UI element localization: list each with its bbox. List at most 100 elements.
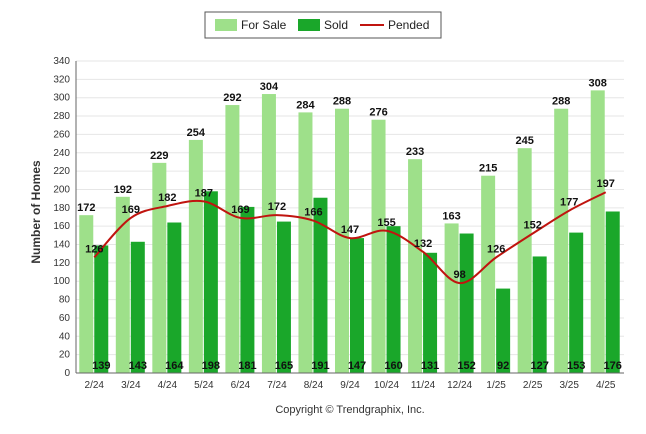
bar-for-sale — [79, 215, 94, 373]
x-tick-label: 9/24 — [340, 380, 360, 391]
pended-line-group — [93, 191, 607, 285]
label-pended: 132 — [414, 238, 432, 250]
label-for-sale: 233 — [406, 146, 424, 158]
label-pended: 152 — [523, 220, 541, 232]
y-tick-label: 0 — [64, 368, 70, 379]
label-pended: 177 — [560, 197, 578, 209]
bar-sold — [569, 232, 584, 373]
bar-for-sale — [444, 223, 459, 373]
label-for-sale: 192 — [114, 184, 132, 196]
label-for-sale: 292 — [223, 92, 241, 104]
label-pended: 172 — [268, 201, 286, 213]
x-tick-label: 2/25 — [523, 380, 543, 391]
label-for-sale: 163 — [442, 210, 460, 222]
bar-for-sale — [298, 112, 313, 373]
y-tick-label: 340 — [53, 56, 70, 67]
label-sold: 139 — [92, 360, 110, 372]
label-pended: 197 — [597, 178, 615, 190]
label-for-sale: 245 — [515, 135, 533, 147]
legend-label-pended: Pended — [388, 18, 429, 32]
y-tick-label: 40 — [59, 331, 71, 342]
bar-for-sale — [590, 90, 605, 373]
bar-for-sale — [152, 162, 167, 373]
data-labels: 172 139 192 143 229 164 254 198 292 181 304 165 284 1… — [77, 77, 622, 372]
x-tick-label: 3/25 — [559, 380, 579, 391]
copyright-footer: Copyright © Trendgraphix, Inc. — [275, 404, 424, 416]
bar-sold — [130, 241, 145, 373]
legend-swatch-for-sale — [215, 19, 237, 31]
bars — [79, 90, 620, 374]
label-for-sale: 172 — [77, 202, 95, 214]
y-tick-label: 300 — [53, 93, 70, 104]
y-tick-label: 260 — [53, 129, 70, 140]
label-sold: 160 — [384, 360, 402, 372]
y-tick-label: 140 — [53, 240, 70, 251]
bar-sold — [423, 252, 438, 373]
y-tick-label: 220 — [53, 166, 70, 177]
bar-for-sale — [408, 159, 423, 373]
label-sold: 164 — [165, 360, 184, 372]
bar-for-sale — [225, 105, 240, 373]
y-tick-label: 160 — [53, 221, 70, 232]
y-axis-title: Number of Homes — [29, 160, 43, 264]
label-sold: 152 — [457, 360, 475, 372]
bar-for-sale — [188, 139, 203, 373]
x-tick-label: 12/24 — [447, 380, 472, 391]
x-tick-label: 5/24 — [194, 380, 214, 391]
label-for-sale: 304 — [260, 81, 279, 93]
y-tick-label: 120 — [53, 258, 70, 269]
label-sold: 176 — [604, 360, 622, 372]
label-sold: 198 — [202, 360, 220, 372]
x-tick-label: 2/24 — [85, 380, 105, 391]
label-pended: 169 — [122, 204, 140, 216]
bar-for-sale — [481, 175, 496, 373]
y-tick-label: 100 — [53, 276, 70, 287]
pended-line — [93, 191, 607, 285]
y-tick-label: 80 — [59, 295, 71, 306]
label-sold: 143 — [129, 360, 147, 372]
bar-sold — [167, 222, 182, 373]
label-pended: 182 — [158, 192, 176, 204]
y-tick-label: 20 — [59, 350, 71, 361]
bar-sold — [203, 191, 218, 373]
bar-for-sale — [115, 196, 130, 373]
y-tick-label: 280 — [53, 111, 70, 122]
x-tick-label: 4/25 — [596, 380, 616, 391]
x-tick-label: 6/24 — [231, 380, 251, 391]
label-pended: 169 — [231, 204, 249, 216]
bar-sold — [605, 211, 620, 373]
x-tick-label: 8/24 — [304, 380, 324, 391]
legend: For Sale Sold Pended — [204, 11, 442, 39]
bar-sold — [532, 256, 547, 373]
label-sold: 131 — [421, 360, 439, 372]
bar-sold — [94, 245, 109, 373]
label-pended: 155 — [377, 217, 395, 229]
label-for-sale: 229 — [150, 150, 168, 162]
bar-for-sale — [517, 148, 532, 373]
legend-label-sold: Sold — [324, 18, 348, 32]
label-pended: 166 — [304, 207, 322, 219]
label-for-sale: 288 — [552, 96, 570, 108]
x-tick-label: 10/24 — [374, 380, 399, 391]
bar-for-sale — [554, 108, 569, 373]
x-tick-label: 3/24 — [121, 380, 141, 391]
bar-sold — [276, 221, 291, 373]
y-tick-label: 320 — [53, 74, 70, 85]
label-pended: 187 — [195, 187, 213, 199]
label-sold: 165 — [275, 360, 293, 372]
label-sold: 147 — [348, 360, 366, 372]
legend-swatch-sold — [298, 19, 320, 31]
label-pended: 98 — [453, 269, 465, 281]
bar-for-sale — [335, 108, 349, 373]
y-tick-label: 180 — [53, 203, 70, 214]
label-for-sale: 215 — [479, 163, 497, 175]
x-tick-label: 11/24 — [411, 380, 436, 391]
label-for-sale: 276 — [369, 107, 387, 119]
legend-box — [204, 11, 442, 39]
label-pended: 147 — [341, 224, 359, 236]
bar-sold — [496, 288, 511, 373]
y-tick-label: 200 — [53, 184, 70, 195]
label-sold: 92 — [497, 360, 509, 372]
y-tick-label: 60 — [59, 313, 71, 324]
